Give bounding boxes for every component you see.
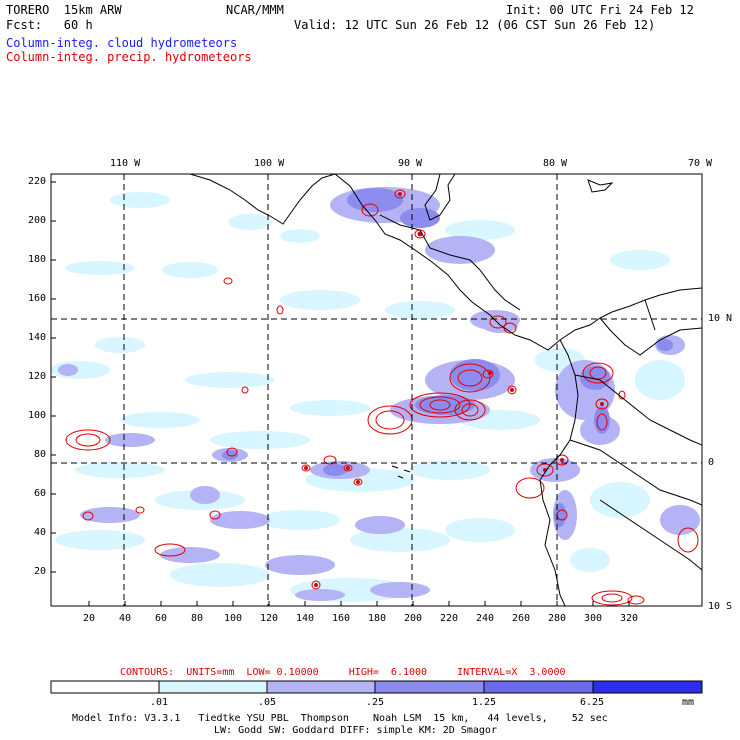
forecast-hour: Fcst: 60 h [6, 18, 93, 32]
x-tick-label: 260 [512, 613, 531, 624]
coastlines [189, 174, 702, 606]
lat-lon-grid [51, 174, 702, 606]
model-physics: LW: Godd SW: Goddard DIFF: simple KM: 2D… [214, 725, 497, 736]
colorbar-label: 6.25 [580, 697, 605, 708]
precip-contours [65, 189, 699, 606]
organization: NCAR/MMM [226, 3, 284, 17]
x-tick-label: 200 [404, 613, 423, 624]
y-tick-label: 200 [28, 215, 47, 226]
lon-label-80w: 80 W [543, 158, 568, 169]
x-tick-label: 120 [260, 613, 279, 624]
y-tick-label: 100 [28, 410, 47, 421]
y-tick-label: 120 [28, 371, 47, 382]
x-tick-label: 220 [440, 613, 459, 624]
x-tick-label: 160 [332, 613, 351, 624]
x-tick-label: 180 [368, 613, 387, 624]
colorbar [50, 680, 703, 694]
init-time: Init: 00 UTC Fri 24 Feb 12 [506, 3, 694, 17]
x-tick-label: 100 [224, 613, 243, 624]
lon-label-110w: 110 W [110, 158, 141, 169]
model-name: TORERO 15km ARW [6, 3, 122, 17]
y-tick-label: 160 [28, 293, 47, 304]
colorbar-label: .01 [150, 697, 169, 708]
y-tick-label: 60 [34, 488, 47, 499]
x-tick-label: 300 [584, 613, 603, 624]
x-tick-label: 60 [155, 613, 168, 624]
field-title-cloud: Column-integ. cloud hydrometeors [6, 36, 238, 50]
colorbar-label: .05 [258, 697, 277, 708]
x-tick-label: 40 [119, 613, 132, 624]
cloud-hydrometeor-fill [51, 187, 700, 602]
field-title-precip: Column-integ. precip. hydrometeors [6, 50, 252, 64]
colorbar-label: 1.25 [472, 697, 497, 708]
colorbar-label: .25 [366, 697, 385, 708]
lon-label-70w: 70 W [688, 158, 713, 169]
y-tick-label: 20 [34, 566, 47, 577]
model-info: Model Info: V3.3.1 Tiedtke YSU PBL Thomp… [72, 713, 608, 724]
colorbar-unit: mm [682, 697, 695, 708]
contour-info: CONTOURS: UNITS=mm LOW= 0.10000 HIGH= 6.… [120, 667, 566, 678]
x-tick-label: 20 [83, 613, 96, 624]
x-tick-label: 320 [620, 613, 639, 624]
lon-label-90w: 90 W [398, 158, 423, 169]
y-tick-label: 180 [28, 254, 47, 265]
lat-label-10n: 10 N [708, 313, 733, 324]
y-tick-label: 140 [28, 332, 47, 343]
x-tick-label: 80 [191, 613, 204, 624]
y-tick-label: 80 [34, 449, 47, 460]
y-tick-label: 220 [28, 176, 47, 187]
lat-label-10s: 10 S [708, 601, 733, 612]
lon-label-100w: 100 W [254, 158, 285, 169]
valid-time: Valid: 12 UTC Sun 26 Feb 12 (06 CST Sun … [294, 18, 656, 32]
y-tick-label: 40 [34, 527, 47, 538]
lat-label-0: 0 [708, 457, 715, 468]
x-tick-label: 280 [548, 613, 567, 624]
x-tick-label: 140 [296, 613, 315, 624]
x-tick-label: 240 [476, 613, 495, 624]
